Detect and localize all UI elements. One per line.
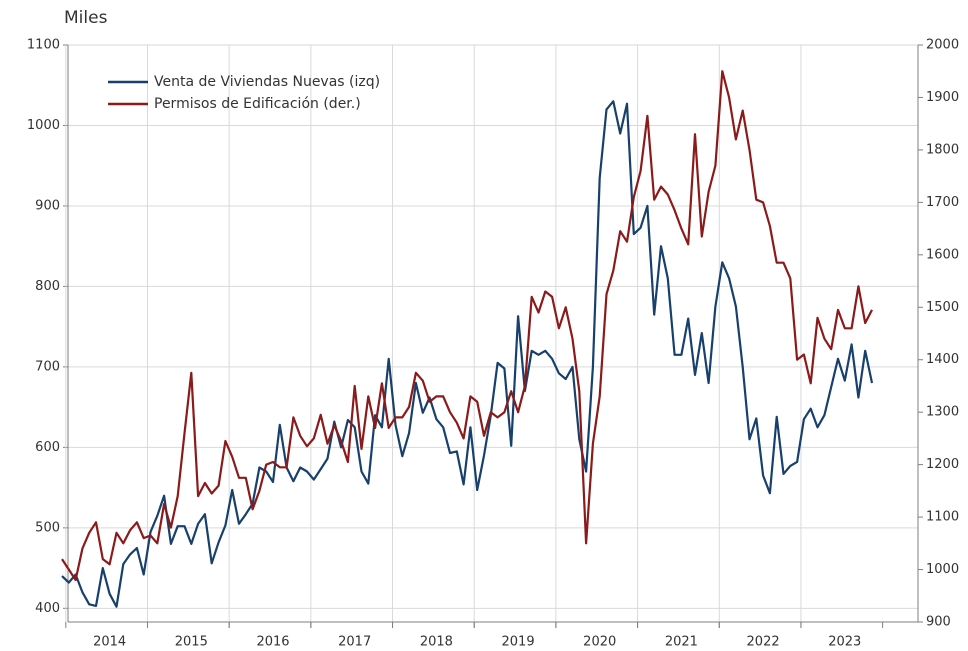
y2-tick-label: 1000 — [926, 562, 959, 577]
series-line — [61, 70, 873, 582]
y2-tick-label: 1600 — [926, 247, 959, 262]
y2-tick-label: 1200 — [926, 457, 959, 472]
x-tick-label: 2014 — [93, 635, 126, 650]
y2-tick-label: 1500 — [926, 300, 959, 315]
series-line — [61, 100, 874, 608]
y2-tick-label: 1800 — [926, 142, 959, 157]
y2-tick-label: 900 — [926, 615, 951, 630]
x-tick-label: 2022 — [747, 635, 780, 650]
y2-tick-label: 1300 — [926, 405, 959, 420]
x-tick-label: 2021 — [665, 635, 698, 650]
y-tick-label: 600 — [35, 440, 60, 455]
y-tick-label: 500 — [35, 520, 60, 535]
x-tick-label: 2015 — [175, 635, 208, 650]
legend-label: Permisos de Edificación (der.) — [154, 96, 361, 112]
y-tick-label: 800 — [35, 279, 60, 294]
y-tick-label: 400 — [35, 601, 60, 616]
y2-tick-label: 1400 — [926, 352, 959, 367]
y-axis-label: Miles — [64, 8, 108, 28]
legend-label: Venta de Viviendas Nuevas (izq) — [154, 74, 380, 90]
x-tick-label: 2019 — [502, 635, 535, 650]
y-tick-label: 900 — [35, 198, 60, 213]
y2-tick-label: 1700 — [926, 195, 959, 210]
x-tick-label: 2018 — [420, 635, 453, 650]
y2-tick-label: 2000 — [926, 38, 959, 53]
y-tick-label: 700 — [35, 359, 60, 374]
x-tick-label: 2020 — [583, 635, 616, 650]
y-tick-label: 1100 — [27, 38, 60, 53]
x-tick-label: 2016 — [256, 635, 289, 650]
y2-tick-label: 1900 — [926, 90, 959, 105]
x-tick-label: 2023 — [828, 635, 861, 650]
y2-tick-label: 1100 — [926, 510, 959, 525]
x-tick-label: 2017 — [338, 635, 371, 650]
y-tick-label: 1000 — [27, 118, 60, 133]
